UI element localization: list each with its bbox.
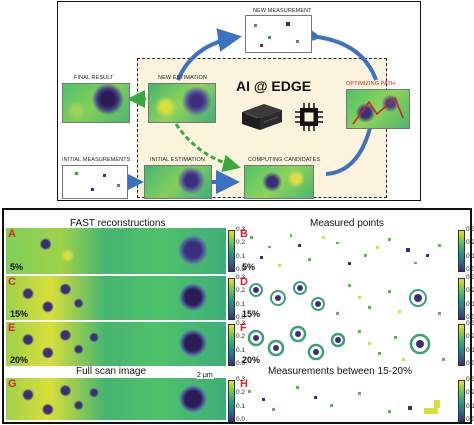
scale-bar-label: 2 μm: [196, 372, 214, 379]
colorbar-tick-label: 0.1: [466, 252, 474, 260]
colorbar-tick-label: 0.0: [466, 266, 474, 273]
colorbar: [228, 230, 235, 272]
arrow-to-new-measurement: [176, 28, 242, 81]
arrow-new-measurement-to-path: [296, 22, 378, 81]
panel-h-image: [238, 378, 456, 420]
colorbar-tick-label: 0.2: [466, 239, 474, 247]
colorbar-tick-label: 0.1: [466, 346, 474, 354]
arrow-path-to-candidates: [325, 105, 387, 176]
pct-e: 20%: [10, 355, 29, 365]
flow-arrows: [120, 22, 387, 194]
thumb-final-result: [62, 83, 130, 123]
colorbar-tick-label: 0.2: [466, 389, 474, 397]
chip-icon: [295, 103, 323, 131]
colorbar-tick-label: 0.2: [466, 287, 474, 295]
colorbar-tick-label: 0.1: [466, 402, 474, 410]
colorbar: [458, 380, 465, 422]
colorbar-tick-label: 0.1: [466, 300, 474, 308]
label-final-result: FINAL RESULT: [74, 75, 114, 81]
thumb-initial-measurements: [62, 165, 128, 199]
colorbar-tick-label: 0.3: [466, 320, 474, 327]
colorbar-tick-label: 0.2: [236, 389, 246, 397]
panel-letter-a: A: [8, 228, 16, 240]
label-initial-measurements: INITIAL MEASUREMENTS: [62, 157, 131, 163]
colorbar-tick-label: 0.2: [236, 333, 246, 341]
thumb-optimizing-path: [346, 89, 410, 129]
panel-b-image: [238, 228, 456, 274]
colorbar-tick-label: 0.3: [236, 226, 246, 233]
colorbar-tick-label: 0.0: [236, 360, 246, 367]
label-new-estimation: NEW ESTIMATION: [158, 75, 207, 81]
colorbar-tick-label: 0.0: [236, 266, 246, 273]
colorbar: [458, 230, 465, 272]
colorbar-tick-label: 0.2: [236, 239, 246, 247]
top-schematic: NEW MEASUREMENT FINAL RESULT NEW ESTIMAT…: [57, 1, 421, 201]
pct-b: 5%: [242, 262, 256, 272]
title-measurements-between: Measurements between 15-20%: [268, 366, 412, 377]
colorbar-tick-label: 0.3: [466, 376, 474, 383]
pct-a: 5%: [10, 262, 24, 272]
colorbar: [228, 380, 235, 422]
label-initial-estimation: INITIAL ESTIMATION: [150, 157, 205, 163]
colorbar-tick-label: 0.0: [466, 360, 474, 367]
colorbar-tick-label: 0.3: [236, 376, 246, 383]
panel-c-image: [6, 276, 226, 320]
colorbar-tick-label: 0.1: [236, 252, 246, 260]
center-title: AI @ EDGE: [236, 78, 312, 94]
pct-f: 20%: [242, 355, 261, 365]
thumb-new-measurement: [245, 15, 312, 53]
colorbar-tick-label: 0.1: [236, 402, 246, 410]
colorbar: [458, 278, 465, 320]
colorbar-tick-label: 0.0: [466, 416, 474, 423]
panel-a-image: [6, 228, 226, 274]
colorbar-tick-label: 0.0: [236, 416, 246, 423]
panel-f-image: [238, 322, 456, 366]
panel-letter-e: E: [8, 322, 16, 334]
panel-letter-f: F: [240, 322, 247, 334]
pct-c: 15%: [10, 309, 29, 319]
title-fast-reconstructions: FAST reconstructions: [70, 218, 166, 229]
colorbar-tick-label: 0.1: [236, 300, 246, 308]
panel-e-image: [6, 322, 226, 366]
panel-letter-b: B: [240, 228, 248, 240]
colorbar-tick-label: 0.3: [466, 274, 474, 281]
colorbar-tick-label: 0.0: [466, 314, 474, 321]
label-optimizing-path: OPTIMIZING PATH: [346, 81, 395, 87]
panel-letter-d: D: [240, 276, 248, 288]
thumb-new-estimation: [148, 83, 216, 123]
panel-g-image: [6, 378, 226, 420]
colorbar-tick-label: 0.3: [466, 226, 474, 233]
thumb-computing-candidates: [244, 165, 314, 199]
panel-letter-g: G: [8, 378, 17, 390]
colorbar-tick-label: 0.2: [466, 333, 474, 341]
thumb-initial-estimation: [144, 165, 212, 199]
label-computing-candidates: COMPUTING CANDIDATES: [248, 157, 321, 163]
label-new-measurement: NEW MEASUREMENT: [253, 8, 312, 14]
panel-letter-h: H: [240, 378, 248, 390]
title-full-scan: Full scan image: [76, 366, 147, 377]
colorbar-tick-label: 0.3: [236, 320, 246, 327]
edge-device-icon: [242, 104, 282, 130]
colorbar: [228, 278, 235, 320]
panel-d-image: [238, 276, 456, 320]
colorbar-tick-label: 0.1: [236, 346, 246, 354]
panel-letter-c: C: [8, 276, 16, 288]
colorbar: [458, 324, 465, 366]
colorbar: [228, 324, 235, 366]
colorbar-tick-label: 0.3: [236, 274, 246, 281]
pct-d: 15%: [242, 309, 261, 319]
colorbar-tick-label: 0.2: [236, 287, 246, 295]
results-grid: [2, 208, 472, 424]
colorbar-tick-label: 0.0: [236, 314, 246, 321]
title-measured-points: Measured points: [310, 218, 384, 229]
